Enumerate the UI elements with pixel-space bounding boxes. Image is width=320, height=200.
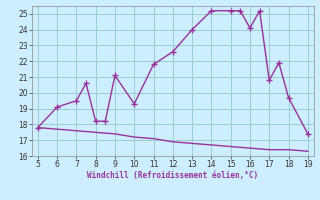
X-axis label: Windchill (Refroidissement éolien,°C): Windchill (Refroidissement éolien,°C) xyxy=(87,171,258,180)
